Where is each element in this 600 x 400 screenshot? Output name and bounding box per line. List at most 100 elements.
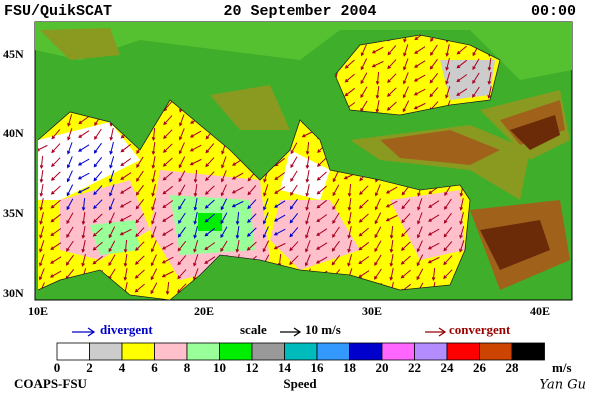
wind-arrow [163, 115, 173, 126]
wind-arrow [273, 228, 286, 236]
wind-arrow [204, 213, 215, 223]
wind-arrow [65, 254, 74, 266]
colorbar-tick-label: 20 [376, 360, 389, 375]
wind-arrow [358, 256, 370, 265]
wind-arrow [162, 143, 173, 153]
wind-arrow [50, 228, 62, 237]
wind-arrow [119, 214, 132, 222]
wind-arrow [93, 185, 103, 196]
wind-arrow [262, 226, 269, 239]
footer-right: Yan Gu [539, 378, 586, 393]
wind-arrow [177, 255, 187, 266]
wind-arrow [220, 226, 228, 239]
wind-arrow [204, 185, 215, 195]
wind-arrow [305, 184, 310, 197]
wind-arrow [331, 254, 341, 266]
wind-arrow [289, 227, 299, 238]
wind-arrow [427, 256, 440, 264]
wind-arrow [177, 269, 187, 280]
wind-arrow [135, 213, 145, 224]
wind-arrow [119, 200, 132, 208]
wind-arrow [456, 45, 467, 55]
colorbar-title: Speed [283, 376, 317, 391]
wind-arrow [445, 72, 451, 85]
wind-arrow [78, 144, 90, 152]
wind-arrow [472, 86, 480, 98]
colorbar-swatch [219, 342, 253, 361]
wind-arrow [456, 74, 468, 83]
wind-arrow [151, 156, 156, 169]
colorbar-swatch [284, 342, 318, 361]
wind-arrow [262, 240, 270, 253]
wind-arrow [487, 86, 492, 99]
wind-arrow [427, 242, 440, 250]
wind-arrow [401, 213, 411, 224]
wind-arrow [189, 158, 202, 166]
wind-arrow [161, 256, 174, 264]
colorbar-tick-label: 14 [278, 360, 292, 375]
wind-arrow [178, 128, 185, 141]
wind-arrow [358, 241, 370, 251]
wind-arrow [445, 86, 451, 99]
wind-arrow [487, 72, 492, 85]
wind-arrow [332, 212, 340, 224]
wind-arrow [235, 240, 240, 253]
colorbar-tick-label: 4 [119, 360, 126, 375]
scale-arrow [280, 327, 302, 337]
wind-arrow [430, 44, 438, 56]
wind-arrow [273, 242, 286, 250]
colorbar-tick-label: 18 [343, 360, 357, 375]
wind-arrow [472, 58, 480, 71]
wind-arrow [204, 199, 215, 209]
colorbar-tick-label: 0 [54, 360, 61, 375]
wind-arrow [109, 170, 115, 183]
wind-arrow [374, 226, 382, 239]
wind-arrow [305, 226, 311, 239]
wind-arrow [443, 255, 453, 266]
wind-arrow [205, 157, 215, 168]
lat-label: 35N [3, 206, 24, 220]
wind-arrow [66, 184, 74, 197]
wind-arrow [247, 185, 257, 196]
wind-arrow [316, 185, 327, 195]
wind-arrow [360, 72, 368, 85]
wind-arrow [385, 186, 398, 194]
wind-arrow [305, 141, 310, 156]
colorbar-swatch [251, 342, 285, 361]
wind-arrow [51, 157, 61, 168]
wind-arrow [67, 114, 73, 127]
wind-arrow [177, 226, 186, 238]
convergent-arrow [425, 327, 447, 337]
wind-arrow [316, 214, 328, 223]
wind-arrow [315, 256, 328, 264]
wind-arrow [150, 226, 157, 239]
wind-arrow [39, 212, 44, 225]
wind-arrow [81, 240, 86, 253]
wind-arrow [403, 44, 409, 57]
wind-arrow [289, 255, 299, 266]
wind-arrow [389, 225, 394, 240]
colorbar-swatch [349, 342, 383, 361]
wind-arrow [400, 241, 411, 251]
wind-arrow [81, 254, 86, 267]
wind-arrow [81, 226, 86, 239]
wind-arrow [205, 143, 215, 154]
wind-arrow [39, 184, 44, 197]
wind-arrow [428, 200, 440, 208]
wind-arrow [134, 269, 145, 279]
wind-arrow [385, 214, 398, 222]
wind-arrow [39, 155, 44, 170]
wind-arrow [189, 130, 202, 138]
wind-arrow [429, 72, 439, 84]
wind-arrow [389, 268, 394, 281]
wind-arrow [385, 200, 398, 208]
wind-arrow [429, 58, 438, 70]
wind-arrow [374, 198, 381, 211]
wind-arrow [289, 241, 299, 252]
wind-arrow [402, 86, 409, 99]
colorbar-tick-label: 16 [311, 360, 325, 375]
wind-arrow [429, 87, 439, 98]
wind-arrow [459, 240, 465, 253]
wind-arrow [472, 72, 480, 84]
